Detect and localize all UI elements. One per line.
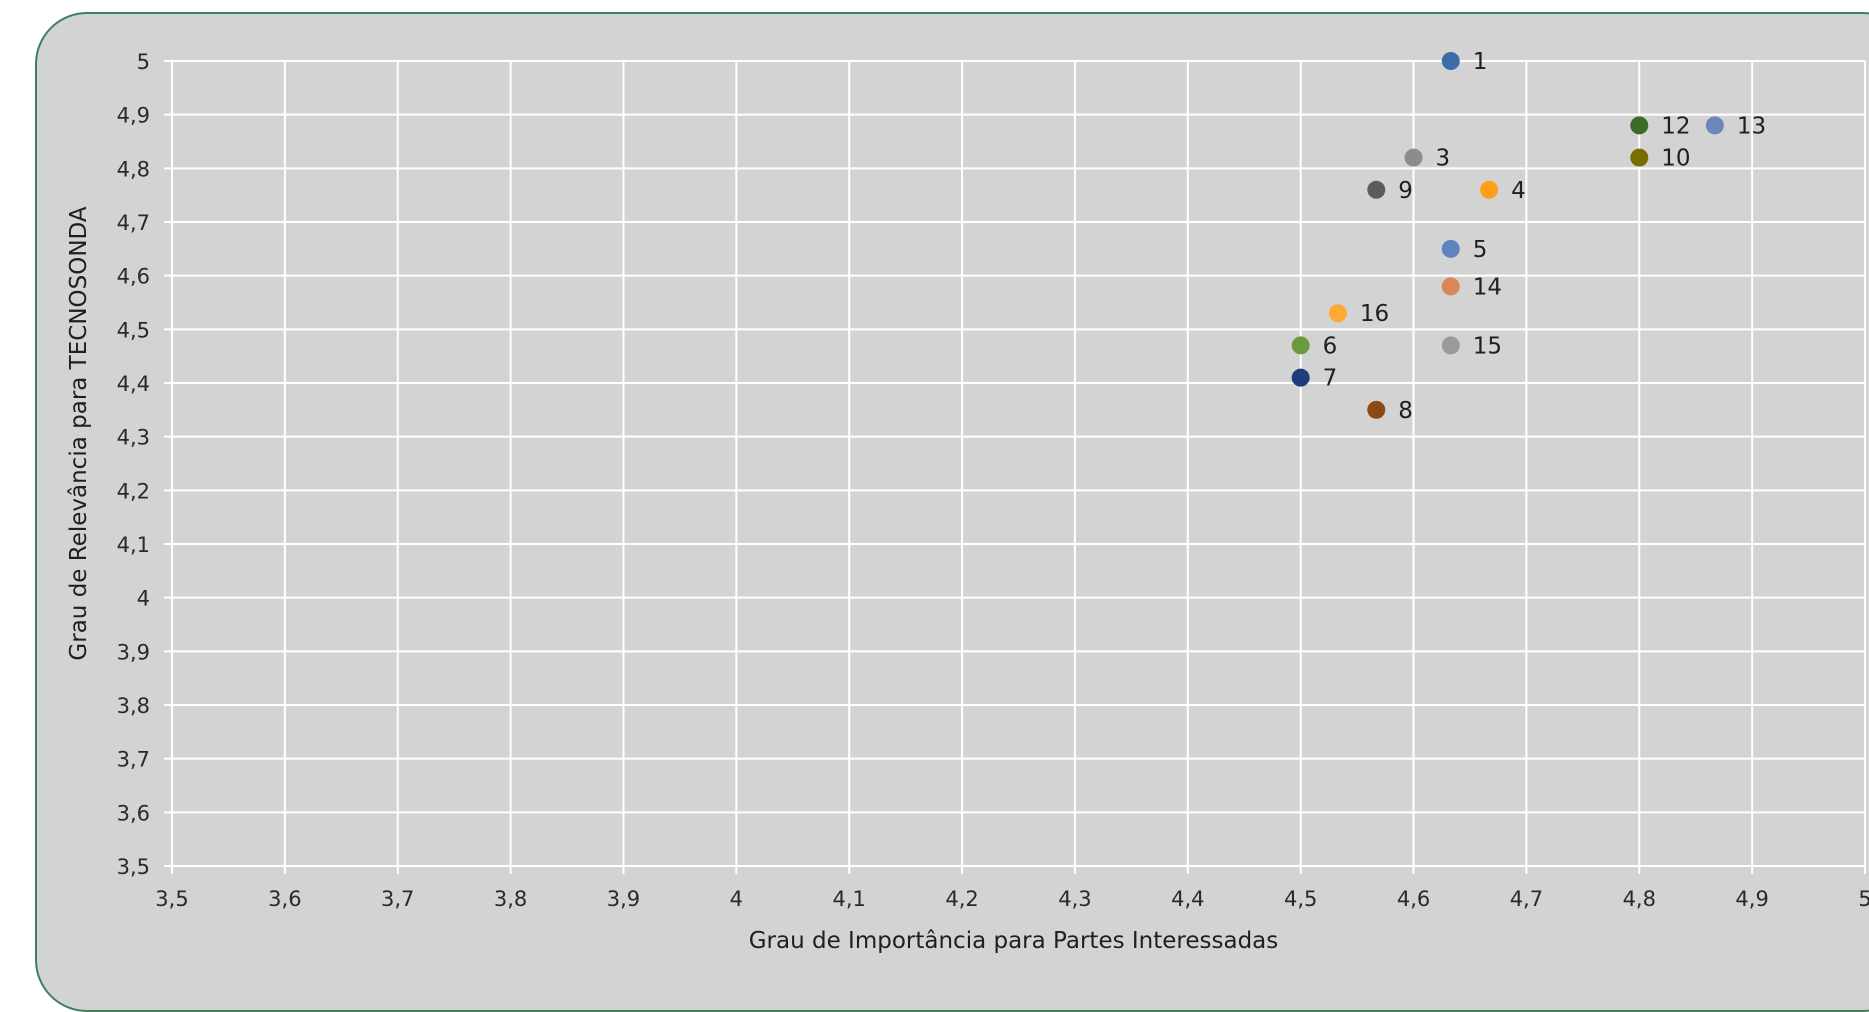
y-axis-title: Grau de Relevância para TECNOSONDA xyxy=(66,206,92,660)
y-tick-label: 3,6 xyxy=(117,801,150,825)
x-tick-label: 4,6 xyxy=(1397,887,1430,911)
x-tick-label: 5 xyxy=(1858,887,1869,911)
data-point xyxy=(1630,116,1649,135)
data-point xyxy=(1404,148,1423,167)
x-tick-label: 3,6 xyxy=(268,887,301,911)
data-label: 15 xyxy=(1473,333,1502,359)
grid-lines xyxy=(164,60,1866,874)
data-label: 14 xyxy=(1473,274,1502,300)
data-point xyxy=(1441,52,1460,70)
y-tick-label: 3,8 xyxy=(117,694,150,718)
x-axis-title: Grau de Importância para Partes Interess… xyxy=(749,928,1279,954)
data-label: 6 xyxy=(1323,333,1338,359)
y-tick-label: 3,7 xyxy=(117,748,150,772)
x-tick-label: 3,8 xyxy=(494,887,527,911)
data-label: 4 xyxy=(1511,178,1526,204)
y-tick-label: 4,1 xyxy=(117,533,150,557)
x-tick-label: 4,2 xyxy=(945,887,978,911)
data-point xyxy=(1630,148,1649,167)
y-tick-label: 4,3 xyxy=(117,426,150,450)
data-point xyxy=(1291,368,1310,387)
data-point xyxy=(1441,277,1460,296)
chart-card xyxy=(35,12,1869,1012)
scatter-chart: 3,5 3,6 3,7 3,8 3,9 4 4,1 4,2 4,3 4,4 4,5 4,6 4,7 4,8… xyxy=(66,49,1869,954)
y-tick-label: 4,6 xyxy=(117,265,150,289)
data-point xyxy=(1367,400,1386,419)
x-tick-label: 4,4 xyxy=(1171,887,1204,911)
data-point xyxy=(1480,180,1499,199)
x-tick-label: 3,7 xyxy=(381,887,414,911)
data-point xyxy=(1291,336,1310,355)
y-tick-label: 3,5 xyxy=(117,855,150,879)
y-tick-label: 4,8 xyxy=(117,157,150,181)
x-tick-label: 4,9 xyxy=(1735,887,1768,911)
data-point xyxy=(1705,116,1724,135)
y-tick-label: 4 xyxy=(137,587,150,611)
y-tick-label: 4,7 xyxy=(117,211,150,235)
tick-labels: 3,5 3,6 3,7 3,8 3,9 4 4,1 4,2 4,3 4,4 4,5 4,6 4,7 4,8… xyxy=(117,50,1869,911)
data-label: 5 xyxy=(1473,237,1488,263)
x-tick-label: 3,5 xyxy=(155,887,188,911)
x-tick-label: 4,8 xyxy=(1623,887,1656,911)
data-label: 1 xyxy=(1473,49,1488,75)
x-tick-label: 4,1 xyxy=(832,887,865,911)
y-tick-label: 4,9 xyxy=(117,104,150,128)
data-label: 3 xyxy=(1436,146,1451,172)
data-point xyxy=(1367,180,1386,199)
y-tick-label: 4,5 xyxy=(117,318,150,342)
data-label: 7 xyxy=(1323,366,1338,392)
data-label: 10 xyxy=(1661,146,1690,172)
data-label: 8 xyxy=(1398,398,1413,424)
y-tick-label: 4,2 xyxy=(117,479,150,503)
data-label: 9 xyxy=(1398,178,1413,204)
x-tick-label: 3,9 xyxy=(607,887,640,911)
data-label: 16 xyxy=(1360,301,1389,327)
data-point xyxy=(1441,239,1460,258)
x-tick-label: 4,3 xyxy=(1058,887,1091,911)
x-tick-label: 4 xyxy=(730,887,743,911)
data-point xyxy=(1441,336,1460,355)
data-point xyxy=(1328,304,1347,323)
x-tick-label: 4,7 xyxy=(1510,887,1543,911)
x-tick-label: 4,5 xyxy=(1284,887,1317,911)
y-tick-label: 5 xyxy=(137,50,150,74)
y-tick-label: 3,9 xyxy=(117,640,150,664)
data-label: 13 xyxy=(1737,113,1766,139)
y-tick-label: 4,4 xyxy=(117,372,150,396)
data-label: 12 xyxy=(1661,113,1690,139)
